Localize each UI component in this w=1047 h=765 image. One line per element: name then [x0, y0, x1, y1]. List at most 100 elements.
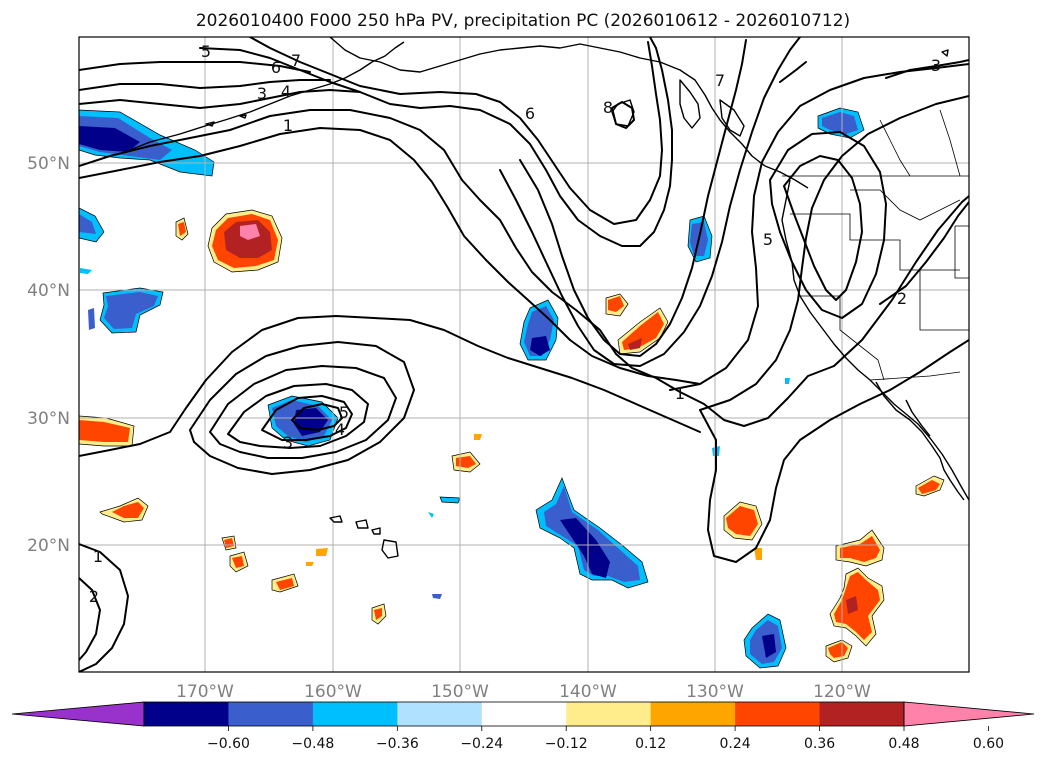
coast-hawaii	[329, 515, 399, 559]
colorbar-tick-label: 0.12	[635, 736, 666, 752]
lon-label: 130°W	[686, 682, 744, 702]
contour-label: 5	[763, 230, 773, 249]
pv-contour-trough-outer	[499, 37, 801, 367]
lon-label: 150°W	[431, 682, 489, 702]
pv-contour-sw-2	[79, 577, 101, 661]
patch-ne-negative	[817, 107, 865, 139]
pv-contour-cutoff-2	[209, 365, 397, 459]
patch-se-positive	[825, 529, 885, 663]
pv-contours	[79, 37, 969, 672]
colorbar-swatch	[735, 702, 821, 726]
pv-contour-se-tail	[699, 339, 969, 563]
pv-contour-east-loop	[783, 155, 863, 301]
pv-contour-3	[79, 89, 361, 109]
contour-label: 6	[271, 58, 281, 77]
colorbar-tick-label: 0.36	[804, 736, 835, 752]
colorbar-swatch	[819, 702, 905, 726]
colorbar-tick-label: −0.24	[460, 736, 503, 752]
patch-e-positive	[723, 501, 763, 541]
contour-label: 7	[715, 71, 725, 90]
patch-central-positive-large	[207, 209, 283, 273]
colorbar-swatch	[650, 702, 736, 726]
pv-contour-cutoff-outer	[79, 315, 701, 457]
map-frame	[78, 36, 970, 673]
colorbar-swatch	[397, 702, 483, 726]
lon-label: 120°W	[813, 682, 871, 702]
gridlines	[79, 37, 969, 672]
longitude-labels: 170°W 160°W 150°W 140°W 130°W 120°W	[176, 682, 871, 702]
contour-label: 1	[93, 547, 103, 566]
contour-labels: 5 6 7 3 4 1 6 8 7 3 5 2 1 5 4 3 1 2	[89, 42, 941, 606]
contour-label: 5	[201, 42, 211, 61]
pv-contour-4	[79, 79, 331, 91]
pv-contour-ridge	[669, 63, 969, 391]
patch-small-positive-a	[175, 217, 189, 241]
colorbar-frame	[143, 701, 905, 727]
colorbar-swatch	[481, 702, 567, 726]
figure-title: 2026010400 F000 250 hPa PV, precipitatio…	[196, 11, 850, 31]
pv-contour-5-north	[79, 61, 311, 73]
pv-contour-trough-inner	[519, 39, 747, 357]
contour-label: 3	[283, 433, 293, 452]
colorbar-tick-label: −0.60	[207, 736, 250, 752]
patch-small-positives	[221, 434, 945, 625]
colorbar-tick-label: 0.60	[973, 736, 1004, 752]
patch-central-negative	[267, 395, 339, 447]
patch-small-negatives	[428, 378, 790, 599]
lon-label: 160°W	[304, 682, 362, 702]
colorbar-swatch	[228, 702, 314, 726]
pv-contour-cutoff-5	[291, 403, 343, 431]
contour-label: 1	[675, 384, 685, 403]
colorbar-tick-label: −0.48	[291, 736, 334, 752]
coast-small-islands	[205, 49, 949, 127]
coast-west-us	[781, 179, 969, 501]
patch-mid-negative	[519, 299, 559, 361]
colorbar-swatch	[144, 702, 229, 726]
contour-label: 8	[603, 98, 613, 117]
contour-label: 4	[335, 420, 345, 439]
border-canada-provinces	[879, 109, 961, 177]
map-background	[79, 37, 969, 672]
lat-label: 20°N	[27, 536, 70, 556]
pv-contour-ne-8	[611, 101, 635, 129]
pv-contour-2-wave	[79, 127, 701, 385]
pv-contour-cutoff-1	[189, 341, 415, 475]
colorbar-tick-label: 0.24	[720, 736, 751, 752]
patch-subtropical-negative	[535, 477, 649, 589]
pv-contour-sw	[79, 543, 129, 672]
pv-contour-east-loop-2	[769, 131, 887, 319]
colorbar-swatch	[12, 702, 144, 726]
colorbar-tick-label: 0.48	[888, 736, 919, 752]
contour-label: 2	[89, 587, 99, 606]
colorbar-ticks: −0.60 −0.48 −0.36 −0.24 −0.12 0.12 0.24 0.36 0.4…	[207, 726, 1004, 752]
pv-contour-7-north	[249, 37, 663, 225]
border-state-lines	[790, 189, 969, 381]
lat-label: 50°N	[27, 154, 70, 174]
contour-label: 1	[283, 116, 293, 135]
colorbar-swatch	[312, 702, 398, 726]
colorbar-swatch	[904, 702, 1034, 726]
colorbar: −0.60 −0.48 −0.36 −0.24 −0.12 0.12 0.24 0.36 0.4…	[11, 701, 1035, 752]
contour-label: 4	[281, 82, 291, 101]
latitude-labels: 50°N 40°N 30°N 20°N	[27, 154, 70, 556]
contour-label: 5	[339, 403, 349, 422]
pv-contour-cutoff-3	[227, 383, 369, 449]
pv-contour-cutoff-4	[261, 395, 353, 441]
pv-contour-ne-small	[779, 59, 969, 83]
colorbar-swatches	[12, 702, 1034, 726]
pv-contour-east-coast	[879, 201, 969, 305]
colorbar-tick-label: −0.36	[376, 736, 419, 752]
coast-baja	[875, 381, 965, 501]
pv-contour-ridge-outer	[699, 95, 969, 411]
coast-bc-islands	[679, 79, 745, 137]
precip-patches	[79, 107, 945, 669]
colorbar-swatch	[566, 702, 652, 726]
contour-label: 6	[525, 104, 535, 123]
pv-contour-1	[79, 109, 969, 427]
lat-label: 30°N	[27, 409, 70, 429]
patch-mid-positive	[605, 293, 669, 355]
patch-se-negative	[743, 613, 787, 669]
pv-contour-6-north	[199, 37, 673, 247]
lat-label: 40°N	[27, 281, 70, 301]
